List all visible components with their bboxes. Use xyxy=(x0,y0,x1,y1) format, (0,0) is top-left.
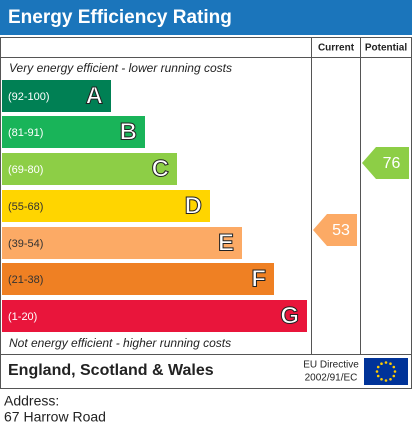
flag-star xyxy=(392,365,396,369)
flag-star xyxy=(384,379,388,382)
flag-star xyxy=(376,365,380,369)
flag-star xyxy=(389,362,392,366)
band-letter: G xyxy=(280,302,299,329)
band-letter: A xyxy=(86,82,103,109)
flag-star xyxy=(389,377,392,381)
band xyxy=(2,263,274,295)
eu-flag xyxy=(364,358,408,385)
region: England, Scotland & Wales xyxy=(8,362,214,379)
band-letter: B xyxy=(120,118,137,145)
address-label: Address: xyxy=(4,393,59,409)
band-letter: E xyxy=(218,229,234,256)
title: Energy Efficiency Rating xyxy=(8,7,232,28)
potential-header: Potential xyxy=(365,43,407,54)
rating-value: 53 xyxy=(332,222,350,239)
band-range: (92-100) xyxy=(8,91,50,103)
band xyxy=(2,190,210,222)
flag-star xyxy=(375,370,379,373)
band xyxy=(2,80,111,112)
flag-star xyxy=(393,370,397,373)
band xyxy=(2,116,145,148)
band xyxy=(2,227,242,259)
directive: 2002/91/EC xyxy=(305,373,358,384)
band-range: (69-80) xyxy=(8,164,43,176)
top-note: Very energy efficient - lower running co… xyxy=(9,61,232,75)
band xyxy=(2,300,307,332)
flag-star xyxy=(380,362,383,366)
rating-value: 76 xyxy=(383,155,401,172)
bottom-note: Not energy efficient - higher running co… xyxy=(9,336,231,350)
flag-star xyxy=(380,377,383,381)
band-letter: D xyxy=(185,192,202,219)
flag-star xyxy=(384,361,388,364)
band-letter: F xyxy=(251,265,266,292)
band xyxy=(2,153,177,185)
current-header: Current xyxy=(318,43,355,54)
band-range: (81-91) xyxy=(8,127,43,139)
band-range: (55-68) xyxy=(8,201,43,213)
flag-star xyxy=(376,374,380,378)
band-range: (1-20) xyxy=(8,311,37,323)
band-letter: C xyxy=(152,155,169,182)
address-line: 67 Harrow Road xyxy=(4,409,106,425)
rating-arrow xyxy=(362,147,409,179)
header-bar xyxy=(0,0,412,35)
rating-arrow xyxy=(313,214,357,246)
band-range: (21-38) xyxy=(8,274,43,286)
band-range: (39-54) xyxy=(8,238,43,250)
directive: EU Directive xyxy=(303,360,359,371)
flag-star xyxy=(392,374,396,378)
